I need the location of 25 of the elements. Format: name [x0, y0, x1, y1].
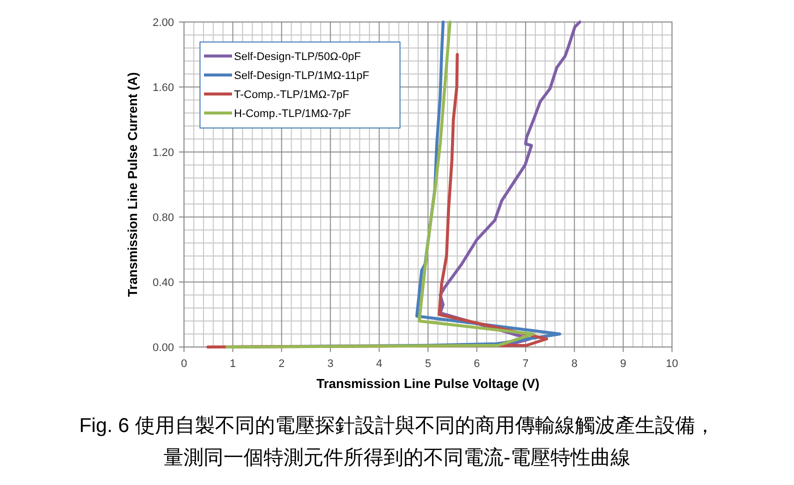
x-tick-label: 1: [230, 358, 236, 370]
x-tick-label: 9: [620, 358, 626, 370]
y-tick-label: 1.20: [152, 147, 174, 159]
y-axis-title: Transmission Line Pulse Current (A): [125, 72, 140, 297]
y-tick-label: 0.80: [152, 212, 174, 224]
x-tick-label: 6: [474, 358, 480, 370]
y-tick-label: 2.00: [152, 17, 174, 29]
x-tick-label: 7: [522, 358, 529, 370]
legend-label: Self-Design-TLP/1MΩ-11pF: [234, 70, 370, 82]
x-axis-title: Transmission Line Pulse Voltage (V): [316, 376, 540, 391]
x-tick-label: 2: [278, 358, 285, 370]
x-tick-label: 3: [327, 358, 334, 370]
legend-label: Self-Design-TLP/50Ω-0pF: [234, 51, 362, 63]
caption: Fig. 6 使用自製不同的電壓探針設計與不同的商用傳輸線觸波產生設備，: [79, 415, 715, 437]
y-tick-label: 0.40: [152, 277, 174, 289]
x-tick-label: 5: [424, 358, 432, 370]
x-tick-label: 10: [666, 358, 678, 370]
x-tick-label: 8: [571, 358, 578, 370]
y-tick-label: 1.60: [152, 82, 174, 94]
text: 量測同一個特測元件所得到的不同電流-電壓特性曲線: [164, 447, 630, 469]
y-tick-label: 0.00: [152, 342, 174, 354]
x-tick-label: 4: [376, 358, 382, 370]
legend-label: H-Comp.-TLP/1MΩ-7pF: [234, 108, 352, 120]
legend-label: T-Comp.-TLP/1MΩ-7pF: [234, 89, 350, 101]
x-tick-label: 0: [180, 358, 188, 370]
